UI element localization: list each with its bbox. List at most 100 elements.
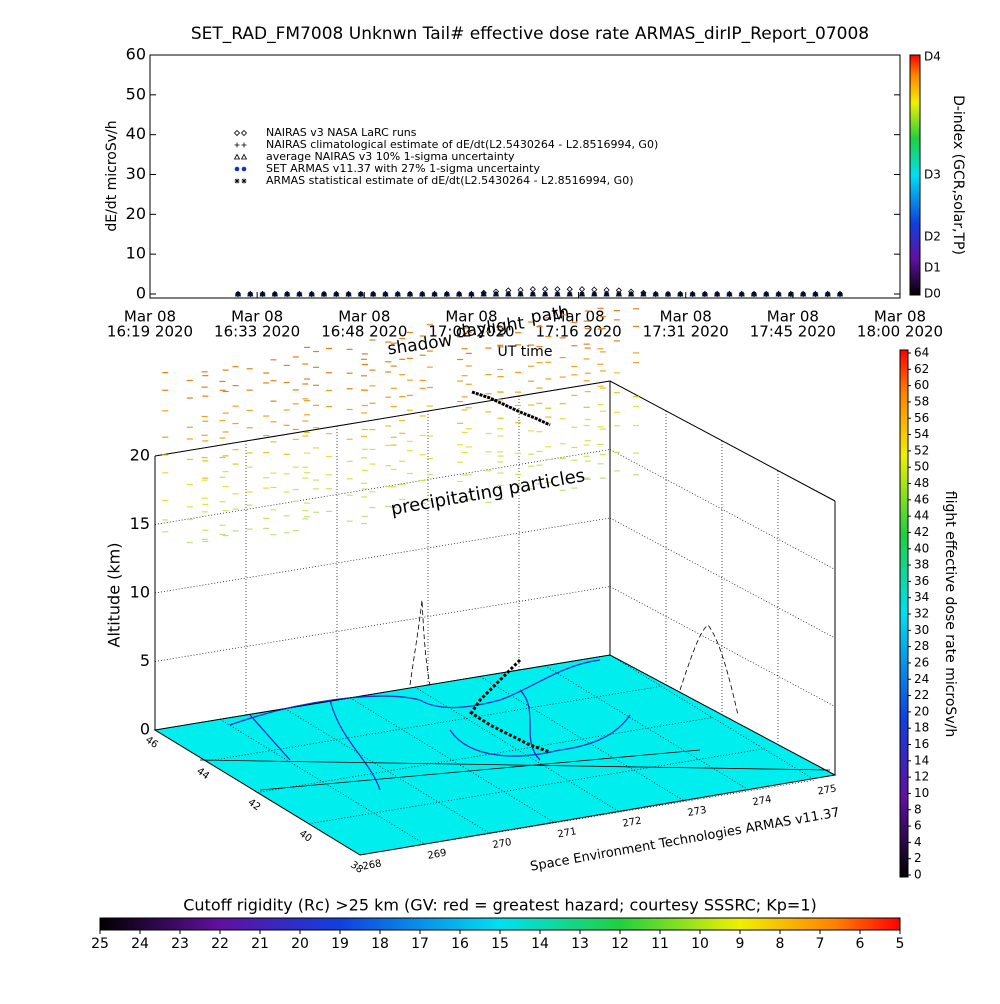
- data-point: [812, 291, 818, 297]
- colorbar-label: D-index (GCR,solar,TP): [950, 95, 966, 255]
- data-point: [554, 291, 560, 297]
- x-tick-label: Mar 08: [767, 308, 819, 326]
- z-tick-label: 15: [130, 514, 150, 533]
- data-point: [296, 291, 302, 297]
- x-tick-label: 17:45 2020: [750, 323, 836, 341]
- floor-grid: [308, 748, 764, 825]
- lat-tick-label: 44: [194, 766, 211, 782]
- colorbar-tick-label: 9: [736, 936, 745, 952]
- annotation: precipitating particles: [389, 465, 586, 520]
- colorbar-tick-label: 32: [914, 607, 929, 621]
- colorbar-label: flight effective dose rate microSv/h: [942, 491, 958, 737]
- data-point: [690, 291, 696, 297]
- floor-grid: [544, 665, 751, 792]
- data-point: [370, 291, 376, 297]
- legend-entry: SET ARMAS v11.37 with 27% 1-sigma uncert…: [266, 162, 540, 175]
- floor-grid: [284, 708, 491, 834]
- coastline: [229, 659, 631, 791]
- colorbar-tick-label: 5: [896, 936, 905, 952]
- data-point: [776, 291, 782, 297]
- legend-marker: [233, 129, 241, 137]
- x-tick-label: 16:48 2020: [321, 323, 407, 341]
- legend-marker: [241, 178, 247, 184]
- colorbar-tick-label: 54: [914, 427, 929, 441]
- y-tick-label: 50: [126, 84, 146, 103]
- data-point: [407, 291, 413, 297]
- colorbar-tick-label: 14: [914, 753, 929, 767]
- colorbar-tick-label: 14: [531, 936, 549, 952]
- data-point: [419, 291, 425, 297]
- colorbar-tick-label: 44: [914, 509, 929, 523]
- colorbar-tick-label: 10: [691, 936, 709, 952]
- x-tick-label: Mar 08: [231, 308, 283, 326]
- data-point: [235, 291, 241, 297]
- colorbar-tick-label: 4: [914, 835, 922, 849]
- legend-marker: [234, 166, 240, 172]
- colorbar-tick-label: 20: [291, 936, 309, 952]
- data-point: [542, 291, 548, 297]
- colorbar-tick-label: 48: [914, 476, 929, 490]
- floor-grid: [609, 654, 816, 781]
- d-index-colorbar: [909, 54, 921, 296]
- colorbar-tick-label: 16: [451, 936, 469, 952]
- data-point: [653, 291, 659, 297]
- floor-grid: [479, 676, 686, 802]
- data-point: [333, 291, 339, 297]
- colorbar-tick-label: 36: [914, 574, 929, 588]
- colorbar-tick-label: 42: [914, 525, 929, 539]
- colorbar-tick-label: 50: [914, 460, 929, 474]
- colorbar-tick-label: 8: [914, 802, 922, 816]
- lon-tick-label: 271: [557, 826, 578, 840]
- lon-tick-label: 273: [687, 805, 708, 819]
- colorbar-tick-label: 16: [914, 737, 929, 751]
- colorbar-tick-label: 58: [914, 394, 929, 408]
- legend-marker: [240, 153, 248, 160]
- altitude-trace: [409, 599, 739, 716]
- data-point: [530, 291, 536, 297]
- colorbar-tick-label: 26: [914, 655, 929, 669]
- colorbar-tick-label: 6: [914, 819, 922, 833]
- data-point: [640, 291, 646, 297]
- plot-frame: [149, 54, 901, 299]
- grid-line: [609, 654, 836, 776]
- y-tick-label: 10: [126, 244, 146, 263]
- data-point: [788, 291, 794, 297]
- y-tick-label: 40: [126, 124, 146, 143]
- x-tick-label: 17:31 2020: [643, 323, 729, 341]
- data-point: [284, 291, 290, 297]
- legend-marker: [241, 166, 247, 172]
- x-axis-label: UT time: [498, 344, 553, 360]
- x-tick-label: Mar 08: [124, 308, 176, 326]
- data-point: [260, 291, 266, 297]
- colorbar-tick-label: 13: [571, 936, 589, 952]
- legend-marker: [241, 142, 247, 148]
- colorbar-tick-label: 62: [914, 362, 929, 376]
- colorbar-tick-label: 38: [914, 558, 929, 572]
- legend-entry: average NAIRAS v3 10% 1-sigma uncertaint…: [266, 150, 515, 163]
- data-point: [616, 291, 622, 297]
- z-tick-label: 20: [130, 446, 150, 465]
- floor-grid: [206, 685, 662, 762]
- colorbar-tick-label: 52: [914, 443, 929, 457]
- dose-colorbar: [899, 349, 909, 878]
- colorbar-tick-label: 18: [914, 721, 929, 735]
- data-point: [837, 291, 843, 297]
- x-tick-label: Mar 08: [874, 308, 926, 326]
- data-point: [481, 291, 487, 297]
- colorbar-tick-label: 30: [914, 623, 929, 637]
- lon-tick-label: 268: [362, 858, 383, 872]
- data-point: [456, 291, 462, 297]
- grid-line: [154, 517, 611, 594]
- x-tick-label: 17:16 2020: [535, 323, 621, 341]
- colorbar-tick-label: 24: [131, 936, 149, 952]
- colorbar-tick-label: 6: [856, 936, 865, 952]
- legend-marker: [240, 129, 248, 137]
- data-point: [505, 291, 511, 297]
- z-tick-label: 0: [140, 720, 150, 739]
- colorbar-tick-label: 12: [611, 936, 629, 952]
- x-tick-label: 16:33 2020: [214, 323, 300, 341]
- legend-marker: [234, 142, 240, 148]
- data-point: [468, 291, 474, 297]
- colorbar-tick-label: D1: [924, 261, 941, 275]
